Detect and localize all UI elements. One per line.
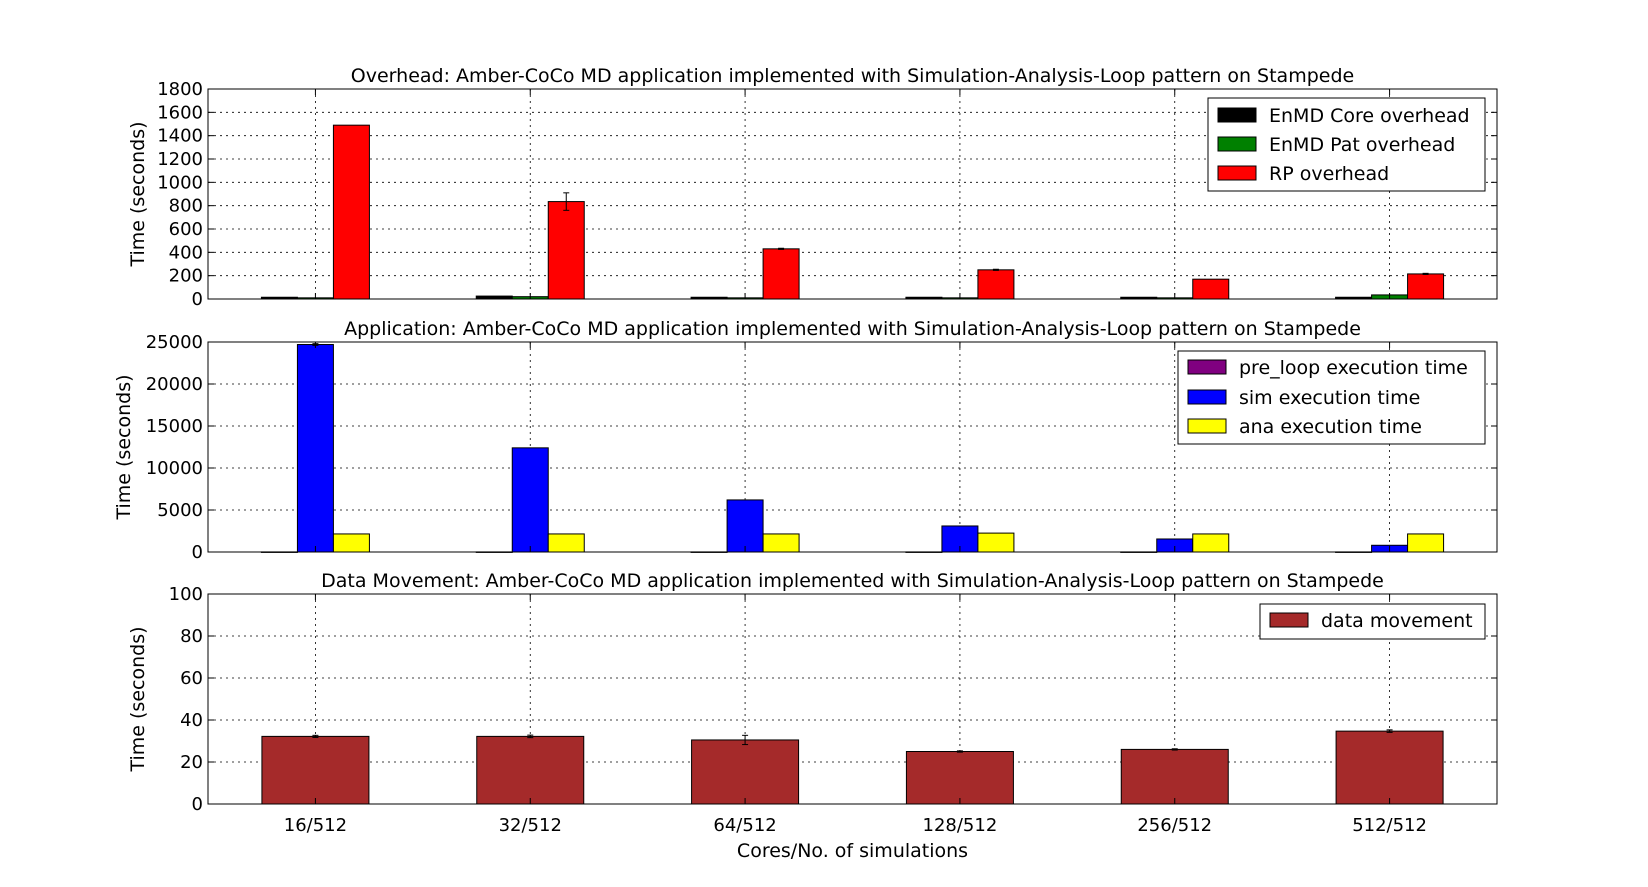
- bar-ana-execution-time: [762, 533, 800, 553]
- x-tick-label: 256/512: [1137, 815, 1212, 836]
- bar-ana-execution-time: [1407, 533, 1445, 553]
- bar-data-movement: [905, 751, 1014, 805]
- y-tick-label: 600: [169, 219, 203, 240]
- y-tick-label: 1800: [157, 79, 203, 100]
- y-tick-label: 0: [192, 289, 203, 310]
- y-tick-label: 5000: [157, 500, 203, 521]
- bar-ana-execution-time: [977, 532, 1015, 553]
- legend-label: data movement: [1321, 610, 1473, 632]
- bar-rp-overhead: [547, 201, 585, 300]
- bar-sim-execution-time: [726, 499, 764, 553]
- y-tick-label: 0: [192, 794, 203, 815]
- legend-swatch: [1217, 165, 1257, 181]
- bar-ana-execution-time: [1192, 533, 1230, 553]
- chart-panel-2: 0 5000 10000 15000 20000 25000 Application: Am…: [113, 318, 1498, 563]
- y-tick-label: 100: [169, 584, 203, 605]
- y-tick-label: 1600: [157, 102, 203, 123]
- legend: pre_loop execution time sim execution tim…: [1177, 350, 1486, 445]
- x-axis-label: Cores/No. of simulations: [737, 840, 968, 862]
- y-tick-label: 10000: [146, 458, 203, 479]
- x-tick-label: 32/512: [499, 815, 562, 836]
- legend-swatch: [1269, 612, 1309, 628]
- bar-data-movement: [1335, 730, 1444, 805]
- chart-title: Application: Amber-CoCo MD application i…: [344, 318, 1361, 340]
- y-tick-label: 0: [192, 542, 203, 563]
- y-tick-label: 80: [180, 626, 203, 647]
- y-tick-label: 60: [180, 668, 203, 689]
- legend-swatch: [1187, 389, 1227, 405]
- y-tick-label: 20000: [146, 374, 203, 395]
- bar-rp-overhead: [977, 269, 1015, 300]
- legend-swatch: [1187, 418, 1227, 434]
- y-tick-label: 20: [180, 752, 203, 773]
- legend: data movement: [1259, 603, 1486, 640]
- legend-label: ana execution time: [1239, 416, 1422, 438]
- bar-data-movement: [476, 735, 585, 805]
- y-tick-label: 15000: [146, 416, 203, 437]
- y-tick-label: 1000: [157, 172, 203, 193]
- bar-rp-overhead: [332, 124, 370, 300]
- legend-swatch: [1217, 107, 1257, 123]
- bar-rp-overhead: [1407, 273, 1445, 300]
- plot-frame: [207, 341, 1498, 553]
- bar-data-movement: [1120, 748, 1229, 805]
- y-tick-label: 25000: [146, 332, 203, 353]
- legend-swatch: [1217, 136, 1257, 152]
- y-axis-label: Time (seconds): [127, 121, 149, 267]
- legend-swatch: [1187, 359, 1227, 375]
- chart-title: Overhead: Amber-CoCo MD application impl…: [351, 65, 1354, 87]
- legend-label: RP overhead: [1269, 163, 1389, 185]
- legend-label: EnMD Pat overhead: [1269, 134, 1455, 156]
- y-tick-label: 400: [169, 242, 203, 263]
- plot-frame: [207, 88, 1498, 300]
- legend-label: pre_loop execution time: [1239, 357, 1468, 379]
- bar-data-movement: [691, 739, 800, 805]
- y-tick-label: 40: [180, 710, 203, 731]
- bar-sim-execution-time: [511, 447, 549, 553]
- y-tick-label: 200: [169, 266, 203, 287]
- y-axis-label: Time (seconds): [127, 626, 149, 772]
- bar-data-movement: [261, 735, 370, 805]
- bar-rp-overhead: [762, 248, 800, 300]
- x-tick-label: 16/512: [284, 815, 347, 836]
- bar-rp-overhead: [1192, 278, 1230, 300]
- bar-sim-execution-time: [296, 344, 334, 553]
- x-tick-label: 128/512: [923, 815, 998, 836]
- y-tick-label: 1200: [157, 149, 203, 170]
- plot-frame: [207, 593, 1498, 805]
- bar-ana-execution-time: [332, 533, 370, 553]
- bar-ana-execution-time: [547, 533, 585, 553]
- x-tick-label: 512/512: [1352, 815, 1427, 836]
- chart-panel-3: 0 20 40 60 80 100 16/512 32/512 64/512 128/512 256…: [127, 570, 1498, 862]
- x-tick-label: 64/512: [713, 815, 776, 836]
- y-tick-label: 800: [169, 196, 203, 217]
- y-tick-label: 1400: [157, 126, 203, 147]
- chart-title: Data Movement: Amber-CoCo MD application…: [321, 570, 1384, 592]
- y-axis-label: Time (seconds): [113, 374, 135, 520]
- legend: EnMD Core overhead EnMD Pat overhead RP ov…: [1207, 97, 1486, 192]
- legend-label: EnMD Core overhead: [1269, 105, 1470, 127]
- legend-label: sim execution time: [1239, 387, 1420, 409]
- legend-box: [1177, 350, 1486, 445]
